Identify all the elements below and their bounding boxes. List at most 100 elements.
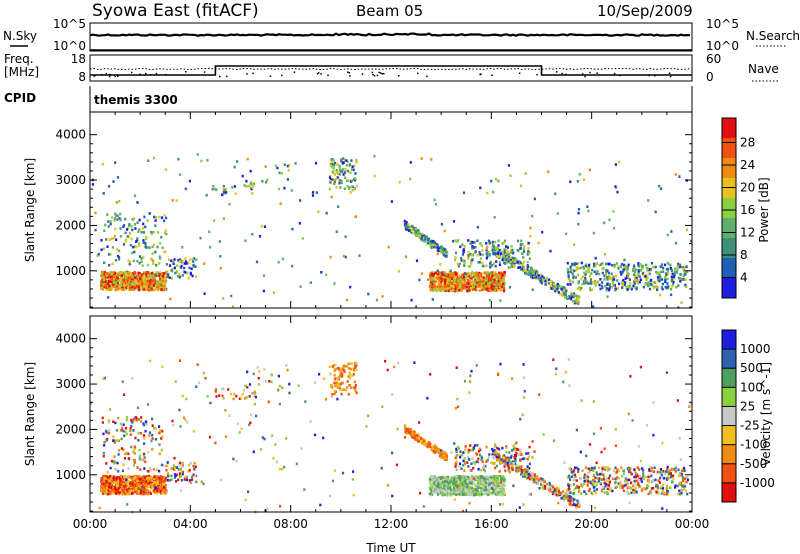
power-echo (444, 248, 447, 251)
velocity-echo (102, 482, 105, 485)
power-echo (488, 298, 492, 302)
power-echo (224, 187, 228, 191)
velocity-echo (142, 480, 145, 484)
power-echo (114, 259, 118, 262)
velocity-echo (446, 492, 449, 495)
power-echo (118, 287, 121, 290)
power-echo (579, 266, 582, 270)
power-echo (445, 255, 448, 258)
velocity-echo (328, 365, 331, 369)
velocity-echo (177, 478, 180, 482)
velocity-echo (497, 490, 500, 494)
power-echo (603, 221, 606, 225)
power-echo (576, 294, 579, 298)
velocity-echo (248, 395, 251, 398)
power-echo (603, 274, 606, 278)
velocity-echo (474, 484, 477, 487)
power-echo (492, 252, 495, 255)
velocity-echo (412, 433, 415, 436)
power-echo (431, 239, 434, 243)
power-echo (570, 264, 573, 267)
power-echo (481, 249, 484, 252)
power-echo (431, 243, 434, 247)
power-echo (440, 247, 443, 250)
power-echo (206, 159, 209, 162)
power-echo (158, 215, 161, 219)
power-echo (549, 285, 552, 289)
power-echo (493, 216, 496, 219)
power-echo (678, 263, 682, 267)
power-echo (463, 264, 466, 267)
power-echo (173, 258, 176, 261)
velocity-echo (166, 478, 169, 482)
power-echo (476, 226, 479, 229)
power-echo (614, 288, 617, 292)
power-echo (473, 282, 476, 285)
power-echo (101, 287, 105, 291)
velocity-echo (194, 465, 197, 469)
power-echo (147, 159, 150, 162)
power-colorbar-label: Power [dB] (757, 177, 771, 242)
power-echo (601, 267, 604, 271)
velocity-echo (133, 476, 137, 479)
velocity-echo (428, 442, 431, 446)
power-echo (152, 230, 155, 234)
power-echo (158, 280, 161, 284)
velocity-echo (440, 482, 444, 486)
power-echo (636, 281, 639, 285)
power-echo (468, 288, 471, 292)
power-echo (497, 239, 500, 243)
power-echo (444, 279, 447, 283)
velocity-echo (346, 380, 349, 383)
power-echo (665, 273, 668, 277)
power-echo (414, 230, 418, 234)
power-echo (505, 260, 509, 264)
velocity-echo (478, 493, 481, 497)
power-echo (338, 179, 341, 182)
power-echo (346, 185, 349, 188)
power-echo (117, 273, 120, 277)
power-echo (662, 266, 665, 270)
power-echo (222, 297, 225, 300)
power-echo (587, 209, 590, 213)
power-echo (648, 268, 651, 271)
power-echo (451, 281, 454, 285)
power-echo (479, 257, 482, 260)
velocity-echo (194, 474, 197, 478)
power-echo (108, 185, 111, 188)
power-echo (351, 188, 354, 192)
power-echo (485, 276, 489, 280)
nave-drop (164, 74, 167, 76)
colorbar-segment (722, 238, 736, 259)
power-echo (582, 275, 585, 278)
power-echo (509, 261, 512, 264)
velocity-echo (144, 429, 147, 433)
power-echo (121, 288, 124, 291)
power-echo (501, 255, 504, 259)
velocity-echo (333, 373, 336, 377)
power-echo (477, 280, 481, 283)
power-echo (506, 255, 509, 259)
power-echo (108, 253, 111, 256)
velocity-echo (130, 424, 133, 428)
power-echo (128, 276, 131, 280)
velocity-echo (162, 480, 165, 483)
power-echo (450, 284, 453, 288)
power-cells (91, 153, 692, 309)
power-echo (158, 283, 161, 287)
velocity-echo (447, 483, 450, 486)
power-echo (479, 242, 482, 245)
velocity-echo (257, 376, 260, 380)
power-echo (445, 273, 448, 276)
velocity-echo (146, 484, 149, 487)
velocity-echo (139, 491, 142, 495)
nave-drop (371, 71, 374, 74)
velocity-echo (139, 485, 142, 489)
velocity-echo (446, 493, 449, 497)
velocity-echo (408, 431, 411, 435)
power-echo (140, 285, 143, 288)
velocity-echo (440, 490, 443, 493)
power-echo (448, 279, 451, 282)
velocity-echo (434, 491, 437, 494)
nave-drop (155, 72, 158, 75)
